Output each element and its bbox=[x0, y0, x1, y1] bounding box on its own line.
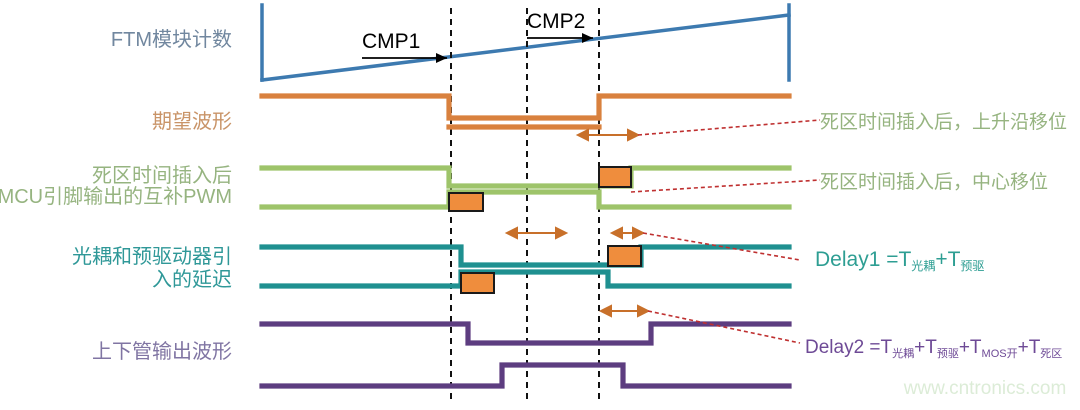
svg-text:MCU引脚输出的互补PWM: MCU引脚输出的互补PWM bbox=[0, 185, 232, 208]
svg-text:死区时间插入后: 死区时间插入后 bbox=[92, 164, 232, 187]
svg-text:Delay1 =T光耦+T预驱: Delay1 =T光耦+T预驱 bbox=[815, 248, 984, 273]
svg-text:Delay2 =T光耦+T预驱+TMOS开+T死区: Delay2 =T光耦+T预驱+TMOS开+T死区 bbox=[805, 337, 1062, 360]
svg-text:入的延迟: 入的延迟 bbox=[152, 268, 232, 291]
svg-text:期望波形: 期望波形 bbox=[152, 110, 232, 133]
svg-text:www.cntronics.com: www.cntronics.com bbox=[903, 378, 1067, 399]
svg-text:光耦和预驱动器引: 光耦和预驱动器引 bbox=[72, 245, 232, 268]
svg-text:FTM模块计数: FTM模块计数 bbox=[111, 28, 232, 51]
svg-text:死区时间插入后，上升沿移位: 死区时间插入后，上升沿移位 bbox=[820, 111, 1067, 133]
svg-text:上下管输出波形: 上下管输出波形 bbox=[92, 340, 232, 363]
svg-text:CMP2: CMP2 bbox=[527, 10, 585, 33]
svg-text:CMP1: CMP1 bbox=[362, 30, 420, 53]
svg-text:死区时间插入后，中心移位: 死区时间插入后，中心移位 bbox=[820, 171, 1048, 193]
